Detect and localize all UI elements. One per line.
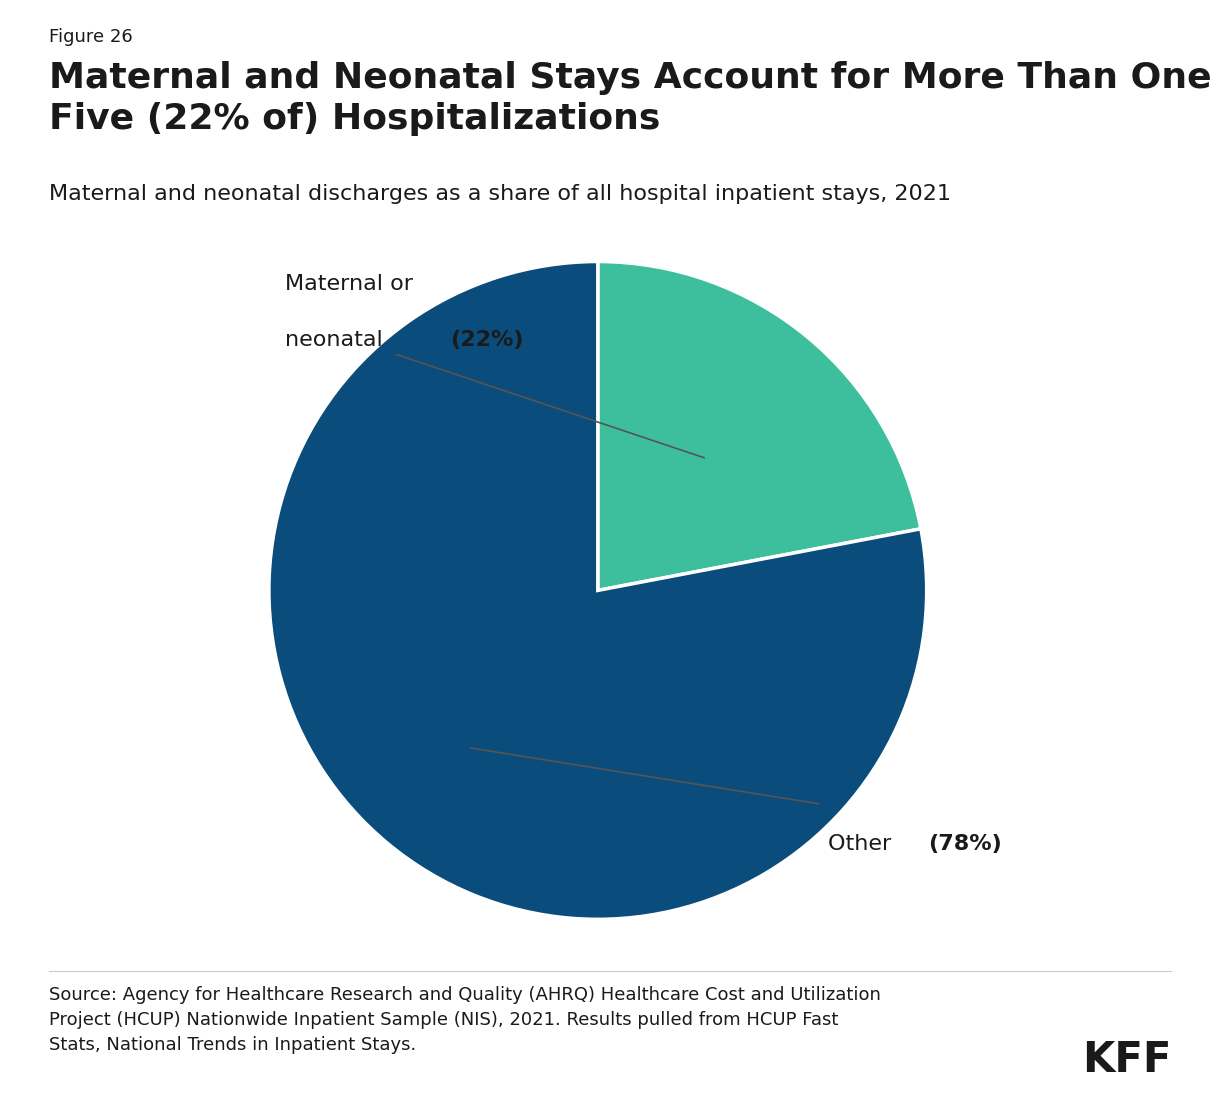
Text: (78%): (78%) xyxy=(928,833,1002,853)
Text: Other: Other xyxy=(828,833,898,853)
Text: Maternal and Neonatal Stays Account for More Than One in
Five (22% of) Hospitali: Maternal and Neonatal Stays Account for … xyxy=(49,61,1220,136)
Text: Maternal or: Maternal or xyxy=(285,274,414,294)
Wedge shape xyxy=(598,262,921,590)
Text: Maternal and neonatal discharges as a share of all hospital inpatient stays, 202: Maternal and neonatal discharges as a sh… xyxy=(49,184,950,204)
Text: neonatal: neonatal xyxy=(285,331,390,350)
Text: KFF: KFF xyxy=(1082,1038,1171,1081)
Text: Source: Agency for Healthcare Research and Quality (AHRQ) Healthcare Cost and Ut: Source: Agency for Healthcare Research a… xyxy=(49,986,881,1054)
Text: (22%): (22%) xyxy=(450,331,523,350)
Wedge shape xyxy=(268,262,927,919)
Text: Figure 26: Figure 26 xyxy=(49,28,133,46)
